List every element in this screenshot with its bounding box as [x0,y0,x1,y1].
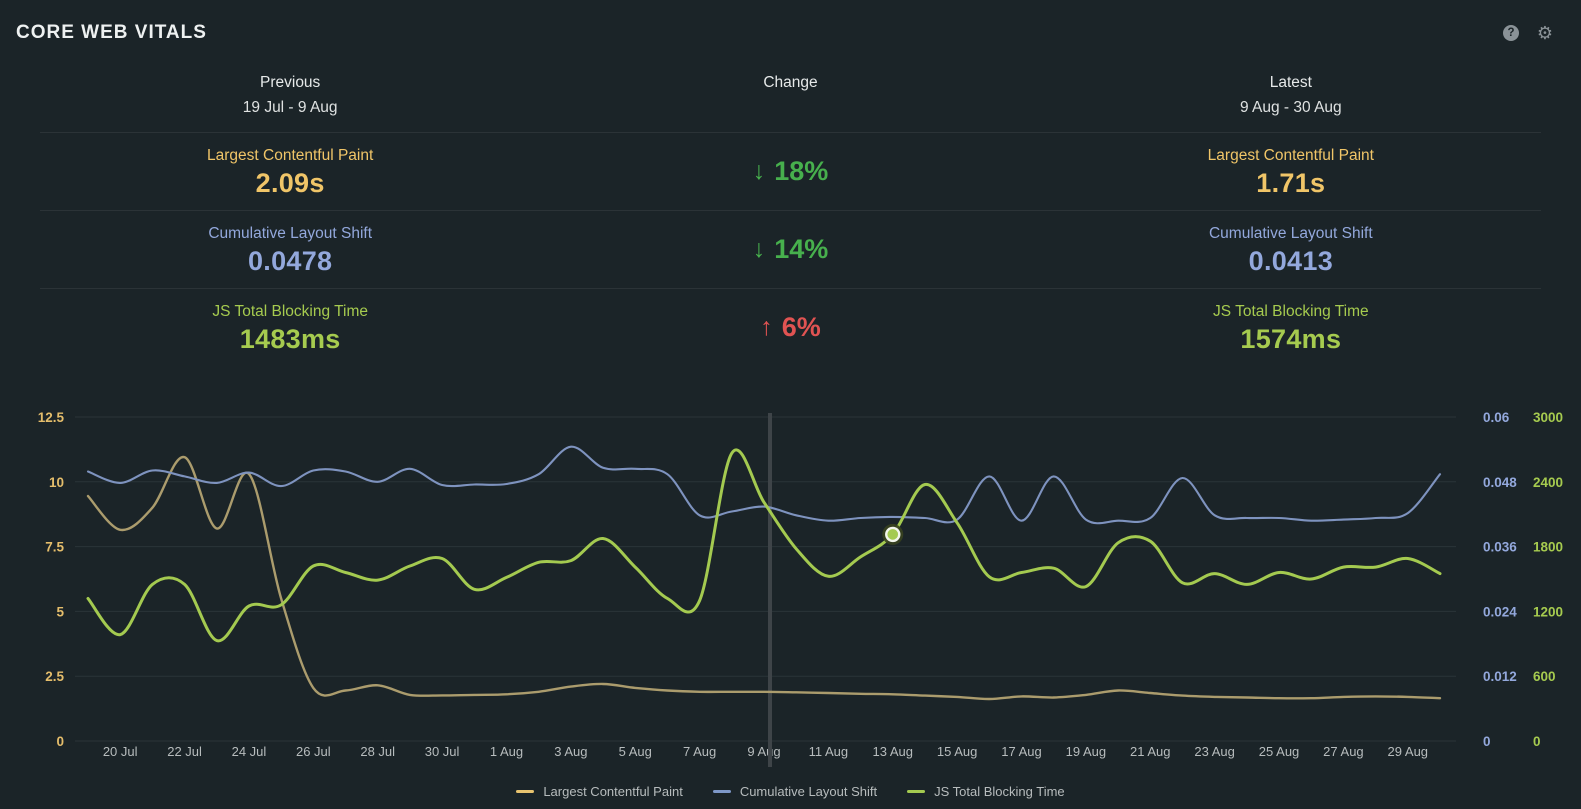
highlighted-data-point[interactable] [885,526,901,543]
y-axis-tbt-tick: 1800 [1533,540,1563,555]
y-axis-cls-tick: 0.036 [1483,540,1517,555]
chart-canvas[interactable]: 12.5 0.06 3000 10 0.048 2400 7.5 0.036 1800 5 0.02… [0,399,1581,773]
legend-swatch [516,790,535,793]
metric-label: JS Total Blocking Time [212,303,368,320]
x-axis-tick: 30 Jul [425,744,460,759]
arrow-down-icon: ↓ [752,234,766,263]
x-axis-tick: 13 Aug [873,744,914,759]
legend-label: JS Total Blocking Time [934,784,1065,799]
change-value: 14% [774,233,829,264]
previous-label: Previous [260,74,321,91]
x-axis-tick: 23 Aug [1194,744,1235,759]
x-axis-tick: 5 Aug [619,744,652,759]
y-axis-tbt-tick: 3000 [1533,410,1563,425]
legend-swatch [907,790,926,793]
largest-contentful-paint-line [86,455,1442,701]
change-value: 18% [774,155,829,186]
x-axis-tick: 20 Jul [103,744,138,759]
x-axis-tick: 9 Aug [747,744,780,759]
x-axis-tick: 27 Aug [1323,744,1364,759]
x-axis-tick: 29 Aug [1388,744,1429,759]
settings-icon: ⚙ [1536,23,1554,43]
metric-previous-value: 1483ms [239,324,341,354]
arrow-up-icon: ↑ [760,312,773,341]
previous-date-range: 19 Jul - 9 Aug [242,99,338,116]
cumulative-layout-shift-line [86,445,1442,525]
x-axis-tick: 11 Aug [809,744,849,759]
previous-column-header: Previous 19 Jul - 9 Aug [40,70,540,120]
x-axis-tick: 7 Aug [683,744,716,759]
header: CORE WEB VITALS ? ⚙ [0,0,1581,60]
legend-label: Cumulative Layout Shift [739,784,878,799]
y-axis-tbt-tick: 600 [1533,669,1556,684]
metric-latest-value: 1.71s [1256,168,1326,198]
y-axis-left-tick: 5 [56,604,64,619]
y-axis-left-tick: 0 [56,734,64,749]
metric-label: Largest Contentful Paint [1207,147,1374,164]
metric-rows: Largest Contentful Paint 2.09s ↓ 18% Largest… [40,132,1541,366]
page-title: CORE WEB VITALS [16,22,207,43]
x-axis-tick: 28 Jul [360,744,395,759]
metric-row: Cumulative Layout Shift 0.0478 ↓ 14% Cumulat… [40,210,1541,288]
change-value: 6% [781,311,821,342]
comparison-table: Previous 19 Jul - 9 Aug Change Latest 9 … [0,60,1581,366]
y-axis-tbt-tick: 2400 [1533,475,1563,490]
y-axis-left-tick: 2.5 [45,669,64,684]
chart-legend: Largest Contentful Paint Cumulative Layou… [0,784,1581,799]
legend-label: Largest Contentful Paint [543,784,683,799]
x-axis-tick: 21 Aug [1130,744,1171,759]
latest-date-range: 9 Aug - 30 Aug [1239,99,1342,116]
legend-item-largest-contentful-paint[interactable]: Largest Contentful Paint [516,784,683,799]
metric-label: Cumulative Layout Shift [1208,225,1373,242]
x-axis-tick: 17 Aug [1001,744,1042,759]
metric-label: Largest Contentful Paint [207,147,374,164]
metric-latest-value: 0.0413 [1248,246,1334,276]
y-axis-cls-tick: 0 [1483,734,1491,749]
y-axis-left-tick: 10 [49,475,64,490]
y-axis-cls-tick: 0.012 [1483,669,1517,684]
metric-label: Cumulative Layout Shift [208,225,373,242]
metric-latest-value: 1574ms [1240,324,1342,354]
y-axis-cls-tick: 0.06 [1483,410,1510,425]
x-axis-tick: 15 Aug [937,744,978,759]
legend-item-cumulative-layout-shift[interactable]: Cumulative Layout Shift [712,784,878,799]
js-total-blocking-time-line [86,448,1442,643]
y-axis-tbt-tick: 1200 [1533,604,1563,619]
y-axis-tbt-tick: 0 [1533,734,1541,749]
core-web-vitals-chart: 12.5 0.06 3000 10 0.048 2400 7.5 0.036 1800 5 0.02… [0,399,1581,799]
legend-swatch [712,790,731,793]
y-axis-left-tick: 7.5 [45,540,64,555]
metric-previous-value: 0.0478 [247,246,333,276]
x-axis-tick: 1 Aug [490,744,523,759]
x-axis-tick: 3 Aug [554,744,587,759]
comparison-header-row: Previous 19 Jul - 9 Aug Change Latest 9 … [40,60,1541,132]
metric-row: JS Total Blocking Time 1483ms ↑ 6% JS Total … [40,288,1541,366]
x-axis-tick: 22 Jul [167,744,202,759]
latest-column-header: Latest 9 Aug - 30 Aug [1041,70,1541,120]
y-axis-cls-tick: 0.024 [1483,604,1517,619]
metric-row: Largest Contentful Paint 2.09s ↓ 18% Largest… [40,132,1541,210]
metric-previous-value: 2.09s [255,168,325,198]
header-actions: ? ⚙ [1501,17,1555,43]
help-button[interactable]: ? [1501,23,1521,43]
change-column-header: Change [540,70,1040,120]
y-axis-left-tick: 12.5 [38,410,65,425]
x-axis-tick: 24 Jul [232,744,267,759]
x-axis-tick: 19 Aug [1066,744,1107,759]
x-axis-tick: 25 Aug [1259,744,1300,759]
metric-label: JS Total Blocking Time [1213,303,1369,320]
arrow-down-icon: ↓ [752,156,766,185]
change-label: Change [763,74,818,91]
x-axis-tick: 26 Jul [296,744,331,759]
legend-item-js-total-blocking-time[interactable]: JS Total Blocking Time [907,784,1065,799]
latest-label: Latest [1269,74,1312,91]
settings-button[interactable]: ⚙ [1535,23,1555,43]
help-icon: ? [1503,25,1519,41]
y-axis-cls-tick: 0.048 [1483,475,1517,490]
